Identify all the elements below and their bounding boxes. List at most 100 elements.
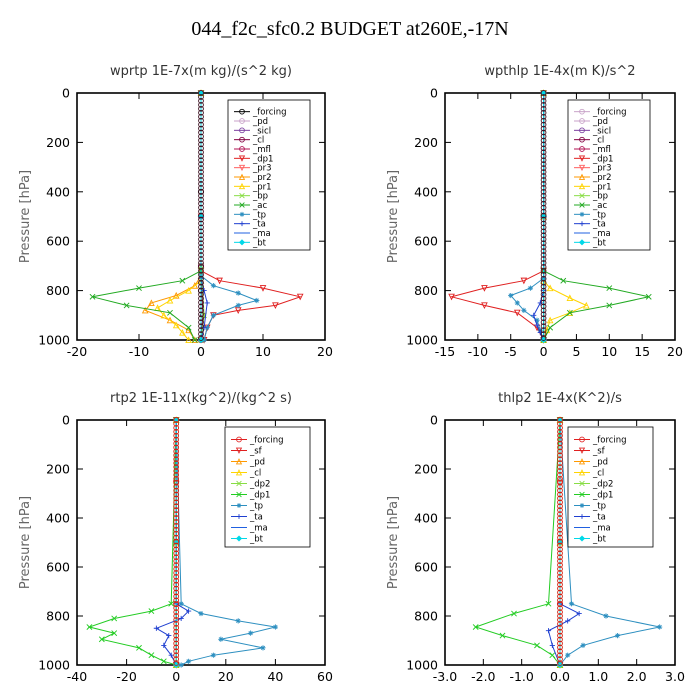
zero-marker: [557, 601, 563, 608]
data-point: [606, 302, 613, 309]
x-tick-label: -20: [67, 344, 87, 359]
chart-panel-4: thlp2 1E-4x(K^2)/s Pressure [hPa] -3.0 -2.0…: [386, 391, 685, 684]
x-tick-label: 5: [572, 344, 580, 359]
zero-marker: [198, 94, 204, 100]
zero-marker: [540, 149, 547, 156]
data-point: [580, 642, 586, 648]
zero-marker: [173, 605, 180, 612]
legend-marker: [238, 239, 246, 246]
data-point: [513, 309, 521, 317]
legend-label: _dp1: [592, 154, 613, 164]
zero-marker: [557, 491, 563, 498]
zero-marker: [198, 200, 204, 207]
legend-label: _pr2: [252, 173, 272, 183]
zero-marker: [173, 554, 180, 561]
legend-label: _bt: [592, 535, 607, 545]
series-tp: [173, 417, 278, 668]
data-point: [272, 624, 278, 630]
data-point: [168, 600, 175, 607]
x-tick-label: 0.0: [550, 669, 570, 684]
zero-marker: [540, 181, 547, 187]
zero-marker: [557, 546, 563, 553]
legend-label: _forcing: [249, 436, 284, 446]
zero-marker: [198, 133, 204, 140]
legend: _forcing_sf_pd_cl_dp2_dp1_tp_ta_ma_bt: [224, 426, 311, 548]
zero-marker: [198, 236, 204, 243]
zero-marker: [540, 244, 547, 250]
zero-marker: [173, 472, 180, 478]
zero-marker: [540, 283, 547, 290]
legend-label: _bp: [252, 192, 268, 202]
zero-marker: [198, 204, 204, 211]
legend-label: _pd: [592, 117, 608, 127]
x-tick-label: 10: [601, 344, 617, 359]
zero-marker: [173, 589, 180, 596]
legend-label: _ta: [592, 220, 606, 230]
data-point: [560, 277, 567, 284]
zero-marker: [173, 515, 180, 521]
legend-label: _tp: [249, 502, 263, 512]
zero-marker: [173, 581, 180, 588]
series-line: [449, 93, 545, 341]
zero-marker: [557, 468, 563, 474]
zero-marker: [173, 526, 180, 533]
data-point: [148, 608, 155, 615]
data-point: [296, 293, 304, 301]
series-line: [144, 93, 202, 341]
zero-marker: [198, 90, 204, 96]
legend-marker: [238, 182, 246, 190]
zero-marker: [198, 137, 204, 144]
legend-marker: [578, 447, 586, 454]
legend-label: _ma: [592, 524, 611, 534]
data-point: [537, 300, 543, 306]
legend-label: _ac: [592, 201, 607, 211]
y-tick-label: 800: [46, 609, 70, 624]
zero-marker: [198, 184, 204, 191]
legend-marker: [239, 146, 245, 152]
zero-marker: [540, 327, 547, 333]
zero-marker: [173, 530, 180, 537]
chart-title: thlp2 1E-4x(K^2)/s: [498, 391, 622, 406]
data-point: [606, 285, 613, 292]
zero-marker: [557, 503, 563, 510]
data-point: [545, 600, 552, 607]
zero-marker: [557, 479, 563, 486]
zero-marker: [540, 129, 547, 136]
data-point: [172, 321, 180, 329]
data-point: [98, 636, 105, 643]
x-tick-label: 3.0: [665, 669, 685, 684]
legend-label: _dp1: [249, 491, 270, 501]
data-point: [136, 644, 142, 651]
zero-marker: [173, 456, 180, 463]
zero-marker: [540, 307, 547, 314]
y-tick-label: 600: [46, 560, 70, 575]
zero-marker: [557, 530, 563, 537]
zero-marker: [540, 224, 547, 231]
data-point: [148, 652, 155, 659]
zero-marker: [540, 184, 547, 191]
legend-marker: [238, 164, 246, 172]
zero-marker: [173, 585, 180, 592]
data-point: [566, 294, 574, 302]
zero-column-markers: [557, 417, 563, 666]
data-point: [166, 633, 172, 639]
zero-marker: [557, 562, 563, 568]
zero-marker: [540, 109, 547, 116]
zero-marker: [540, 264, 547, 270]
y-tick-label: 1000: [38, 333, 70, 348]
zero-marker: [198, 264, 204, 270]
chart-title: rtp2 1E-11x(kg^2)/(kg^2 s): [110, 391, 292, 406]
zero-marker: [173, 609, 180, 615]
legend-marker: [239, 211, 245, 217]
zero-marker: [173, 417, 180, 423]
zero-marker: [557, 522, 563, 529]
zero-marker: [173, 507, 180, 514]
data-point: [172, 291, 180, 299]
legend-marker: [239, 127, 245, 134]
legend-label: _dp1: [592, 491, 613, 501]
zero-marker: [198, 260, 204, 266]
zero-marker: [198, 299, 204, 306]
zero-marker: [540, 236, 547, 243]
plot-frame: [444, 92, 676, 341]
zero-marker: [557, 644, 563, 651]
